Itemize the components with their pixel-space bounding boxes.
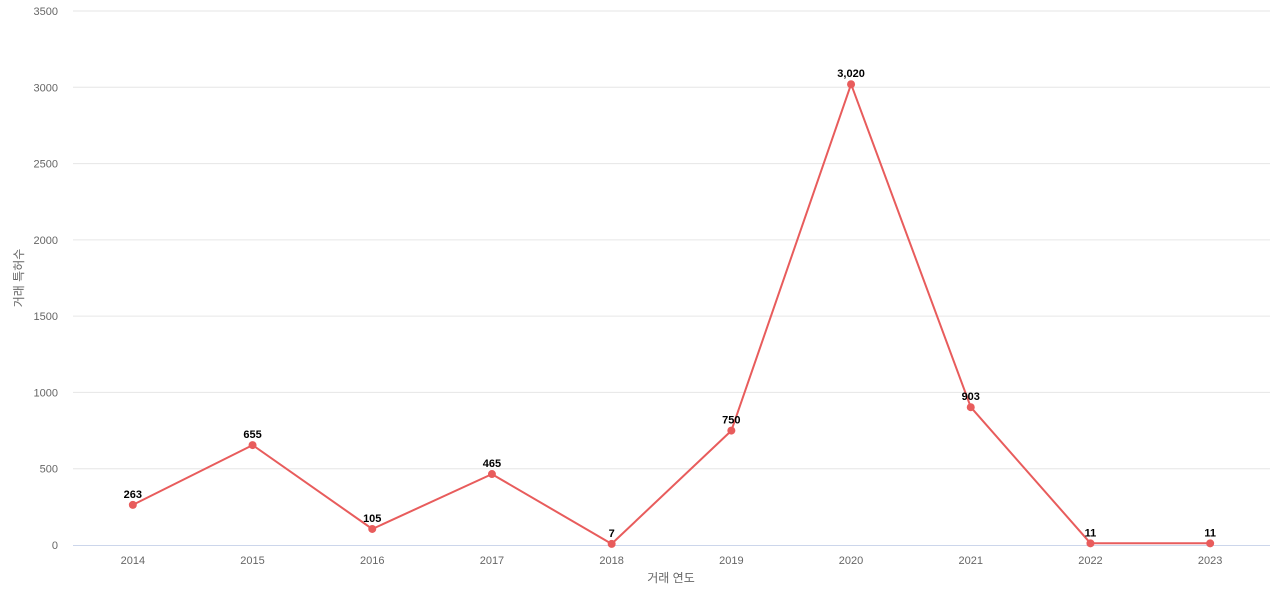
y-tick-label: 500 xyxy=(40,464,58,476)
y-tick-label: 2000 xyxy=(34,235,58,247)
data-label: 903 xyxy=(962,391,980,403)
data-point xyxy=(1086,539,1095,548)
data-point xyxy=(487,470,496,479)
data-label: 11 xyxy=(1204,527,1216,539)
x-tick-label: 2022 xyxy=(1078,555,1102,567)
y-tick-label: 1500 xyxy=(34,311,58,323)
y-tick-label: 3500 xyxy=(34,6,58,18)
data-label: 3,020 xyxy=(837,68,865,80)
x-axis-ticks: 2014 2015 2016 2017 2018 2019 2020 2021 2022 2023 xyxy=(121,555,1223,567)
data-label: 7 xyxy=(609,528,615,540)
data-point xyxy=(1206,539,1215,548)
x-tick-label: 2020 xyxy=(839,555,863,567)
x-tick-label: 2015 xyxy=(240,555,264,567)
data-label: 263 xyxy=(124,489,142,501)
data-label: 11 xyxy=(1085,527,1097,539)
x-tick-label: 2018 xyxy=(599,555,623,567)
data-label: 655 xyxy=(243,429,261,441)
data-point xyxy=(847,80,856,89)
x-tick-label: 2021 xyxy=(959,555,983,567)
data-point xyxy=(128,500,137,509)
x-axis-title: 거래 연도 xyxy=(647,571,695,585)
y-tick-label: 3000 xyxy=(34,82,58,94)
data-point xyxy=(966,403,975,412)
x-tick-label: 2014 xyxy=(121,555,145,567)
data-label: 465 xyxy=(483,458,501,470)
x-tick-label: 2016 xyxy=(360,555,384,567)
data-labels: 263 655 105 465 7 750 3,020 903 11 11 xyxy=(124,68,1216,540)
data-label: 105 xyxy=(363,513,381,525)
grid-lines xyxy=(73,10,1270,546)
y-tick-label: 1000 xyxy=(34,387,58,399)
x-tick-label: 2019 xyxy=(719,555,743,567)
x-tick-label: 2017 xyxy=(480,555,504,567)
y-tick-label: 2500 xyxy=(34,159,58,171)
series-layer xyxy=(128,80,1215,548)
data-point xyxy=(607,539,616,548)
x-tick-label: 2023 xyxy=(1198,555,1222,567)
data-label: 750 xyxy=(722,415,740,427)
y-axis-ticks: 0 500 1000 1500 2000 2500 3000 3500 xyxy=(34,6,58,552)
y-tick-label: 0 xyxy=(52,540,58,552)
data-point xyxy=(727,426,736,435)
data-point xyxy=(248,441,257,450)
data-point xyxy=(368,524,377,533)
y-axis-title: 거래 특허수 xyxy=(12,249,26,308)
series-line xyxy=(131,83,1212,545)
